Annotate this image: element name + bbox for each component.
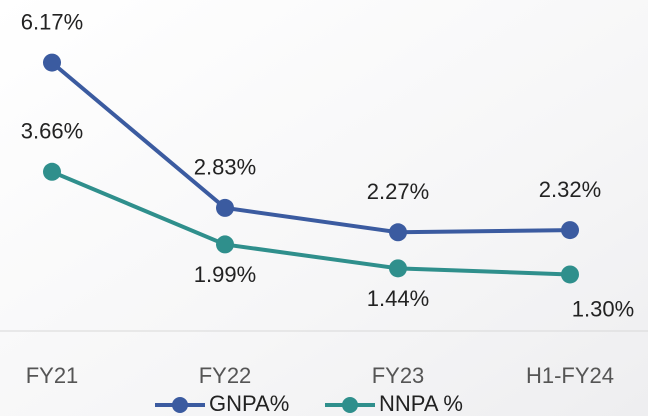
data-label: 2.32% [539,177,601,202]
legend-marker [172,397,188,413]
x-tick-label: H1-FY24 [526,363,614,388]
line [50,61,571,235]
data-label: 2.27% [367,179,429,204]
legend-label: NNPA % [379,391,463,416]
line [51,169,571,277]
x-tick-label: FY21 [26,363,79,388]
point [43,162,61,181]
data-label: 3.66% [21,119,83,144]
data-label: 2.83% [194,155,256,180]
point [43,53,61,72]
legend-marker [342,397,358,413]
point [389,259,407,278]
point [389,223,407,242]
point [561,265,579,284]
data-label: 1.99% [194,262,256,287]
legend-label: GNPA% [209,391,289,416]
x-tick-label: FY22 [199,363,252,388]
point [216,198,234,217]
point [561,221,579,240]
point [216,235,234,254]
x-tick-label: FY23 [372,363,425,388]
data-label: 6.17% [21,9,83,34]
data-label: 1.44% [367,286,429,311]
data-label: 1.30% [572,296,634,321]
